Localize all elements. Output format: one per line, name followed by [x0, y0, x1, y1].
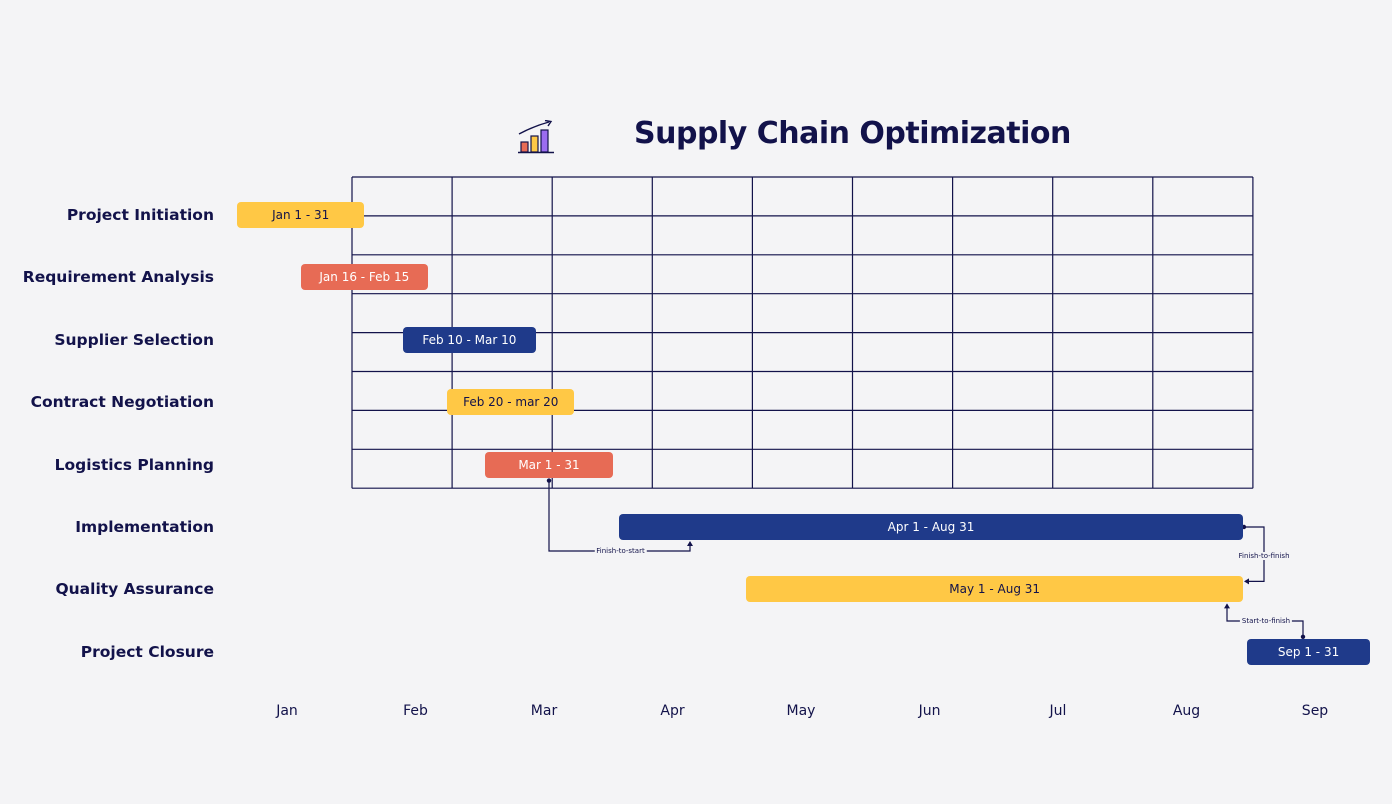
task-bar[interactable]: Feb 10 - Mar 10 — [402, 326, 537, 353]
task-bar[interactable]: Feb 20 - mar 20 — [447, 389, 575, 416]
task-label: Logistics Planning — [54, 455, 214, 474]
month-tick-label: Jan — [276, 703, 298, 719]
month-tick-label: Sep — [1301, 703, 1329, 719]
task-label: Requirement Analysis — [22, 268, 214, 287]
connector-arrowhead — [1224, 603, 1230, 609]
connector-start-dot — [1300, 634, 1306, 639]
task-label: Supplier Selection — [54, 330, 214, 349]
month-tick-label: Apr — [660, 703, 685, 719]
task-bar[interactable]: Jan 16 - Feb 15 — [300, 264, 428, 291]
grid — [351, 176, 1254, 489]
month-tick-label: Jun — [918, 703, 941, 719]
task-bar[interactable]: Mar 1 - 31 — [485, 451, 613, 478]
connector-start-dot — [546, 478, 552, 483]
month-tick-label: Feb — [403, 703, 428, 719]
dependency-label: Finish-to-start — [594, 547, 647, 555]
connector-arrowhead — [1244, 578, 1249, 585]
connector-arrowhead — [687, 541, 693, 546]
bar-chart-growth-icon — [518, 120, 554, 154]
task-bar[interactable]: May 1 - Aug 31 — [746, 576, 1243, 603]
task-label: Project Initiation — [66, 206, 214, 224]
task-label: Quality Assurance — [55, 580, 214, 599]
month-tick-label: May — [786, 703, 816, 719]
month-tick-label: Jul — [1049, 703, 1067, 719]
task-bar[interactable]: Sep 1 - 31 — [1246, 638, 1371, 665]
month-tick-label: Mar — [530, 703, 558, 719]
task-label: Project Closure — [80, 642, 214, 661]
task-label: Contract Negotiation — [30, 393, 214, 412]
dependency-connectors — [546, 478, 1306, 639]
chart-title: Supply Chain Optimization — [634, 116, 1071, 151]
task-bar[interactable]: Jan 1 - 31 — [237, 202, 365, 228]
dependency-label: Start-to-finish — [1239, 617, 1293, 625]
dependency-label: Finish-to-finish — [1236, 552, 1292, 561]
month-tick-label: Aug — [1172, 703, 1201, 719]
task-label: Implementation — [75, 518, 214, 536]
task-bar[interactable]: Apr 1 - Aug 31 — [619, 514, 1243, 540]
